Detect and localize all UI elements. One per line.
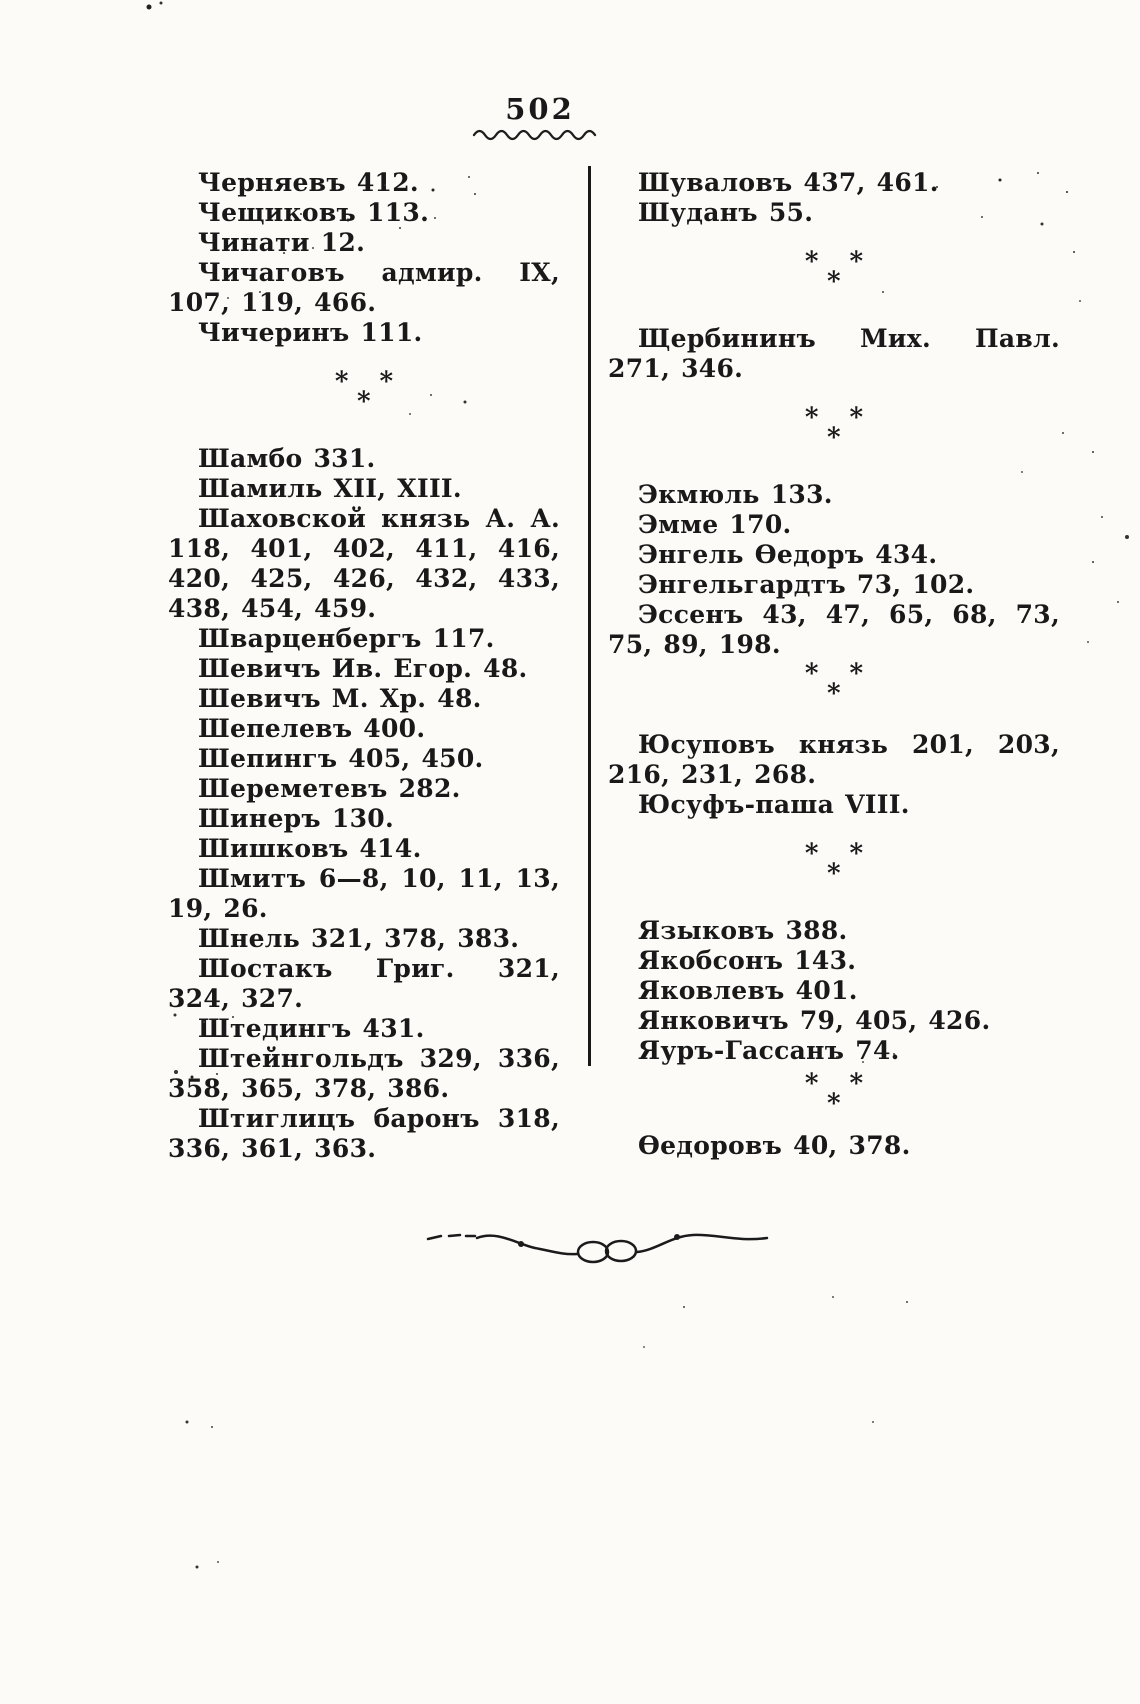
index-entry: Шмитъ 6—8, 10, 11, 13, 19, 26. [168, 864, 560, 923]
index-entry: Шварценбергъ 117. [198, 624, 495, 653]
asterism-top: * * [804, 247, 874, 277]
index-entry: Яковлевъ 401. [638, 976, 858, 1005]
index-column-left: Черняевъ 412. Чещиковъ 113. Чинати 12. Ч… [168, 168, 560, 1164]
tailpiece-flourish [426, 1233, 769, 1264]
index-entry: Шепингъ 405, 450. [198, 744, 484, 773]
index-entry: Юсуфъ-паша VIII. [638, 790, 910, 819]
index-entry: Якобсонъ 143. [638, 946, 857, 975]
index-entry: Шостакъ Григ. 321, 324, 327. [168, 954, 560, 1013]
asterism-separator: * * * [608, 403, 1060, 453]
index-entry: Черняевъ 412. [198, 168, 419, 197]
index-entry: Эссенъ 43, 47, 65, 68, 73, 75, 89, 198. [608, 600, 1060, 659]
index-entry: Юсуповъ князь 201, 203, 216, 231, 268. [608, 730, 1060, 789]
index-entry: Энгельгардтъ 73, 102. [638, 570, 975, 599]
index-entry: Чичеринъ 111. [198, 318, 423, 347]
index-entry: Щербининъ Мих. Павл. 271, 346. [608, 324, 1060, 383]
index-entry: Шаховской князь А. А. 118, 401, 402, 411… [168, 504, 560, 623]
asterism-bottom: * [827, 859, 841, 889]
index-entry: Эмме 170. [638, 510, 792, 539]
asterism-top: * * [804, 1069, 874, 1099]
asterism-separator: * * * [168, 367, 560, 417]
asterism-top: * * [334, 367, 404, 397]
index-entry: Шереметевъ 282. [198, 774, 461, 803]
wavy-underline-ornament [472, 129, 597, 141]
index-entry: Штедингъ 431. [198, 1014, 425, 1043]
index-entry: Шнель 321, 378, 383. [198, 924, 520, 953]
asterism-bottom: * [827, 267, 841, 297]
asterism-separator: * * * [608, 1069, 1060, 1119]
index-entry: Языковъ 388. [638, 916, 848, 945]
index-entry: Шепелевъ 400. [198, 714, 426, 743]
index-entry: Чичаговъ адмир. IX, 107, 119, 466. [168, 258, 560, 317]
index-entry: Штиглицъ баронъ 318, 336, 361, 363. [168, 1104, 560, 1163]
index-entry: Экмюль 133. [638, 480, 833, 509]
index-entry: Янковичъ 79, 405, 426. [638, 1006, 991, 1035]
index-entry: Штейнгольдъ 329, 336, 358, 365, 378, 386… [168, 1044, 560, 1103]
asterism-bottom: * [827, 679, 841, 709]
asterism-top: * * [804, 659, 874, 689]
index-entry: Чинати 12. [198, 228, 366, 257]
index-entry: Шуданъ 55. [638, 198, 814, 227]
asterism-bottom: * [827, 423, 841, 453]
index-entry: Шинеръ 130. [198, 804, 394, 833]
asterism-separator: * * * [608, 839, 1060, 889]
index-entry: Шамиль XII, XIII. [198, 474, 462, 503]
index-entry: Шуваловъ 437, 461. [638, 168, 939, 197]
asterism-top: * * [804, 839, 874, 869]
index-entry: Чещиковъ 113. [198, 198, 430, 227]
index-entry: Ѳедоровъ 40, 378. [638, 1131, 911, 1160]
index-entry: Шишковъ 414. [198, 834, 422, 863]
ink-specks [0, 0, 2, 2]
index-entry: Шевичъ Ив. Егор. 48. [198, 654, 528, 683]
index-entry: Энгель Ѳедоръ 434. [638, 540, 938, 569]
page-number: 502 [505, 92, 575, 126]
index-entry: Шевичъ М. Хр. 48. [198, 684, 482, 713]
index-column-right: Шуваловъ 437, 461. Шуданъ 55. * * * Щерб… [608, 168, 1060, 1161]
asterism-top: * * [804, 403, 874, 433]
asterism-separator: * * * [608, 659, 1060, 709]
asterism-separator: * * * [608, 247, 1060, 297]
column-divider-rule [588, 166, 591, 1066]
asterism-bottom: * [827, 1089, 841, 1119]
index-entry: Яуръ-Гассанъ 74. [638, 1036, 900, 1065]
index-entry: Шамбо 331. [198, 444, 376, 473]
asterism-bottom: * [357, 387, 371, 417]
